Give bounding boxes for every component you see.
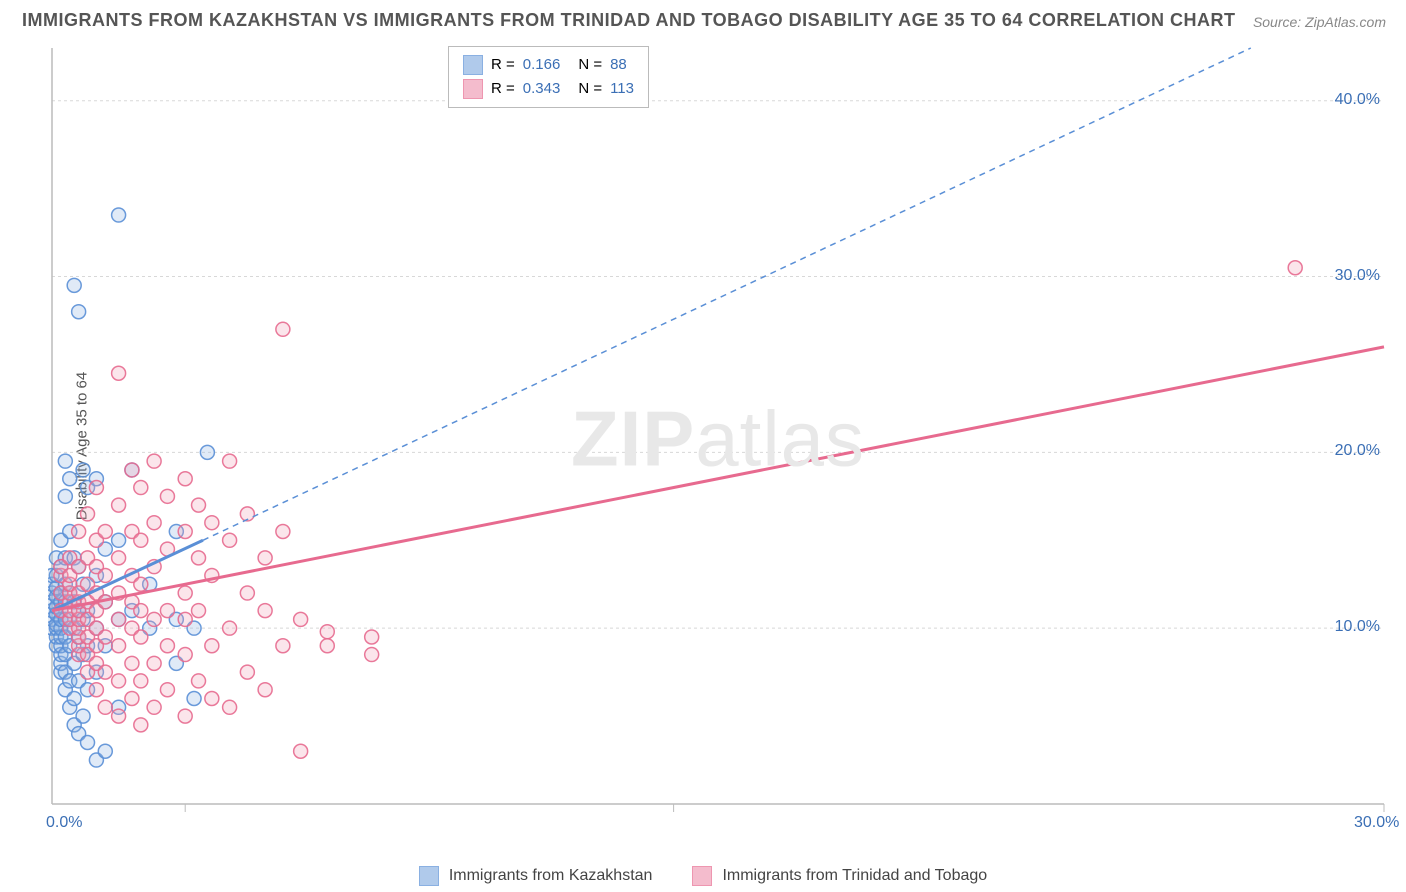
n-value-kazakhstan: 88 xyxy=(610,53,627,77)
stats-row-kazakhstan: R = 0.166 N = 88 xyxy=(463,53,634,77)
series-legend: Immigrants from Kazakhstan Immigrants fr… xyxy=(0,866,1406,886)
stats-legend: R = 0.166 N = 88 R = 0.343 N = 113 xyxy=(448,46,649,108)
chart-title: IMMIGRANTS FROM KAZAKHSTAN VS IMMIGRANTS… xyxy=(22,10,1236,31)
r-label: R = xyxy=(491,53,515,77)
stats-row-trinidad: R = 0.343 N = 113 xyxy=(463,77,634,101)
r-label: R = xyxy=(491,77,515,101)
x-tick-label: 30.0% xyxy=(1354,814,1399,832)
swatch-trinidad xyxy=(463,79,483,99)
y-tick-label: 10.0% xyxy=(1335,618,1380,636)
y-tick-label: 20.0% xyxy=(1335,442,1380,460)
swatch-trinidad xyxy=(692,866,712,886)
legend-item-trinidad: Immigrants from Trinidad and Tobago xyxy=(692,866,987,886)
y-tick-label: 30.0% xyxy=(1335,267,1380,285)
legend-item-kazakhstan: Immigrants from Kazakhstan xyxy=(419,866,653,886)
n-value-trinidad: 113 xyxy=(610,77,634,101)
source-attribution: Source: ZipAtlas.com xyxy=(1253,14,1386,30)
n-label: N = xyxy=(578,77,602,101)
legend-label-kazakhstan: Immigrants from Kazakhstan xyxy=(449,867,653,885)
scatter-chart xyxy=(48,44,1388,834)
r-value-trinidad: 0.343 xyxy=(523,77,561,101)
swatch-kazakhstan xyxy=(463,55,483,75)
swatch-kazakhstan xyxy=(419,866,439,886)
legend-label-trinidad: Immigrants from Trinidad and Tobago xyxy=(722,867,987,885)
y-tick-label: 40.0% xyxy=(1335,91,1380,109)
x-tick-label: 0.0% xyxy=(46,814,82,832)
chart-area: ZIPatlas R = 0.166 N = 88 R = 0.343 N = … xyxy=(48,44,1388,834)
r-value-kazakhstan: 0.166 xyxy=(523,53,561,77)
n-label: N = xyxy=(578,53,602,77)
